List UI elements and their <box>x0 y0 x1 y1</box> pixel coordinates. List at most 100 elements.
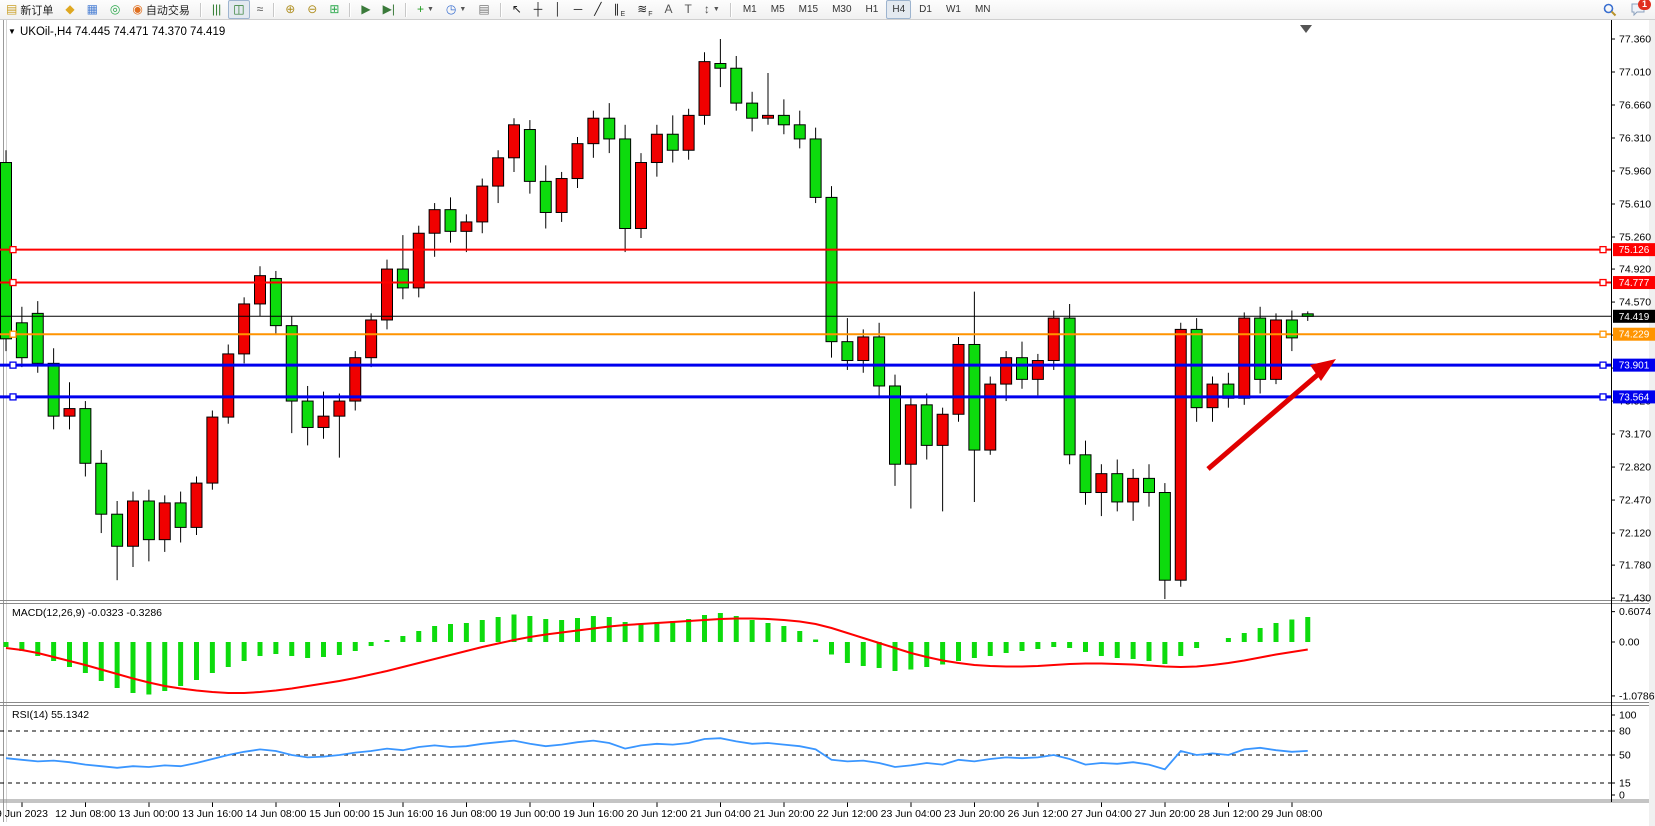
candle-up <box>698 61 711 116</box>
candlestick-type-button[interactable]: ◫ <box>228 0 250 19</box>
tile-windows-button[interactable]: ⊞ <box>324 0 344 19</box>
line-handle[interactable] <box>1599 245 1607 254</box>
chart-shift-marker[interactable] <box>1300 25 1312 33</box>
arrows-dropdown-button[interactable]: ↕ ▼ <box>699 0 725 19</box>
new-order-button-label: 新订单 <box>20 4 54 17</box>
zoom-out-icon: ⊖ <box>307 2 318 16</box>
timeframe-h1[interactable]: H1 <box>865 4 879 15</box>
price-axis[interactable]: 77.360 77.010 76.660 76.310 75.960 75.610 75.2… <box>1611 19 1655 802</box>
notification-badge: 1 <box>1637 0 1651 10</box>
arrow-head[interactable] <box>1310 359 1336 381</box>
horizontal-line-button[interactable]: ─ <box>569 0 588 19</box>
arrow-shaft[interactable] <box>1206 369 1324 471</box>
templates-button[interactable]: ▤ <box>473 0 494 19</box>
line-handle[interactable] <box>9 361 17 369</box>
cursor-button[interactable]: ↖ <box>507 0 527 19</box>
bar-chart-type-button[interactable]: ||| <box>207 0 226 19</box>
text-label-icon: T <box>684 2 692 16</box>
timeframe-m30[interactable]: M30 <box>832 4 852 15</box>
toolbar-separator <box>199 2 202 17</box>
time-tick-label: 9 Jun 2023 <box>0 808 48 820</box>
timeframe-m1[interactable]: M1 <box>742 4 757 15</box>
candle-down <box>920 404 933 446</box>
notifications-button[interactable]: 1 <box>1629 0 1651 18</box>
toolbar-separator <box>404 2 407 17</box>
time-tick-label: 19 Jun 00:00 <box>500 808 561 820</box>
time-tick-label: 13 Jun 16:00 <box>182 808 243 820</box>
vertical-line-button[interactable]: │ <box>549 0 567 19</box>
macd-scale-label: 0.00 <box>1619 637 1640 649</box>
fibonacci-button[interactable]: ≋ F <box>632 0 657 19</box>
candle-down <box>730 67 743 104</box>
candle-down <box>1063 317 1076 456</box>
auto-scroll-icon: ▶ <box>361 2 371 16</box>
line-chart-type-button[interactable]: ≈ <box>252 0 269 19</box>
line-handle[interactable] <box>1599 361 1607 369</box>
rsi-scale-label: 50 <box>1619 750 1631 762</box>
candle-up <box>984 383 997 451</box>
timeframe-m15[interactable]: M15 <box>798 4 819 15</box>
price-label-box <box>1613 390 1655 404</box>
equidistant-channel-button[interactable]: ∥ E <box>609 0 631 19</box>
toolbar-group: ▤ 新订单 ◆ ▦ ◎ ◉ 自动交易 <box>0 0 196 19</box>
dropdown-arrow-icon: ▼ <box>712 6 720 13</box>
zoom-in-button[interactable]: ⊕ <box>280 0 300 19</box>
candle-down <box>523 129 536 182</box>
line-handle[interactable] <box>9 245 17 254</box>
auto-trading-button[interactable]: ◉ 自动交易 <box>127 0 194 19</box>
rsi-scale-label: 100 <box>1619 710 1637 722</box>
crosshair-icon: ┼ <box>533 2 543 16</box>
auto-scroll-button[interactable]: ▶ <box>356 0 375 19</box>
toolbar-group: ↖ ┼ │ ─ ╱ ∥ E ≋ F A T ↕ ▼ <box>506 0 726 19</box>
line-handle[interactable] <box>1599 330 1607 338</box>
timeframe-h4[interactable]: H4 <box>886 0 912 19</box>
line-handle[interactable] <box>1599 393 1607 401</box>
time-tick-label: 27 Jun 04:00 <box>1071 808 1132 820</box>
timeframe-m5[interactable]: M5 <box>770 4 785 15</box>
search-button[interactable] <box>1601 2 1619 18</box>
candle-up <box>381 268 393 321</box>
trendline-button[interactable]: ╱ <box>589 0 606 19</box>
line-handle[interactable] <box>1599 278 1607 287</box>
candle-down <box>777 114 790 126</box>
arrow-annotation[interactable] <box>1206 359 1336 471</box>
candle-down <box>1285 319 1298 339</box>
timeframe-d1[interactable]: D1 <box>919 4 932 15</box>
chart-shift-button[interactable]: ▶| <box>378 0 400 19</box>
periods-dropdown-button[interactable]: ◷ ▼ <box>441 0 471 19</box>
line-handle[interactable] <box>9 393 17 401</box>
timeframe-group: M1 M5 M15 M30 H1 H4 D1 W1 MN <box>736 0 998 19</box>
time-tick-label: 13 Jun 00:00 <box>119 808 180 820</box>
text-button[interactable]: A <box>660 0 678 19</box>
candle-up <box>857 336 870 362</box>
text-label-button[interactable]: T <box>680 0 697 19</box>
chart-window-icon-icon: ◆ <box>65 2 75 16</box>
time-tick-label: 14 Jun 08:00 <box>246 808 307 820</box>
timeframe-mn[interactable]: MN <box>974 4 991 15</box>
chart-collapse-icon[interactable]: ▼ <box>8 27 16 36</box>
price-tick-label: 74.920 <box>1619 264 1651 276</box>
candle-down <box>841 341 854 362</box>
new-order-button[interactable]: ▤ 新订单 <box>1 0 58 19</box>
chart-window-icon[interactable]: ◆ <box>60 0 79 19</box>
toolbar-group: ▶ ▶| <box>355 0 401 19</box>
signal-icon[interactable]: ◎ <box>105 0 125 19</box>
timeframe-w1[interactable]: W1 <box>945 4 961 15</box>
zoom-in-icon: ⊕ <box>285 2 296 16</box>
time-axis[interactable]: 9 Jun 2023 12 Jun 08:00 13 Jun 00:00 13 Jun… <box>0 802 1323 821</box>
line-handle[interactable] <box>9 278 17 287</box>
time-tick-label: 15 Jun 00:00 <box>309 808 370 820</box>
new-chart-button[interactable]: + ▼ <box>412 0 439 19</box>
candle-down <box>31 312 44 364</box>
crosshair-button[interactable]: ┼ <box>529 0 548 19</box>
zoom-out-button[interactable]: ⊖ <box>302 0 322 19</box>
market-watch-icon[interactable]: ▦ <box>82 0 103 19</box>
line-handle[interactable] <box>9 330 17 338</box>
text-icon: A <box>664 2 673 16</box>
rsi-scale-label: 80 <box>1619 726 1631 738</box>
candle-up <box>952 343 965 415</box>
templates-icon: ▤ <box>478 2 490 16</box>
candle-down <box>793 124 806 140</box>
